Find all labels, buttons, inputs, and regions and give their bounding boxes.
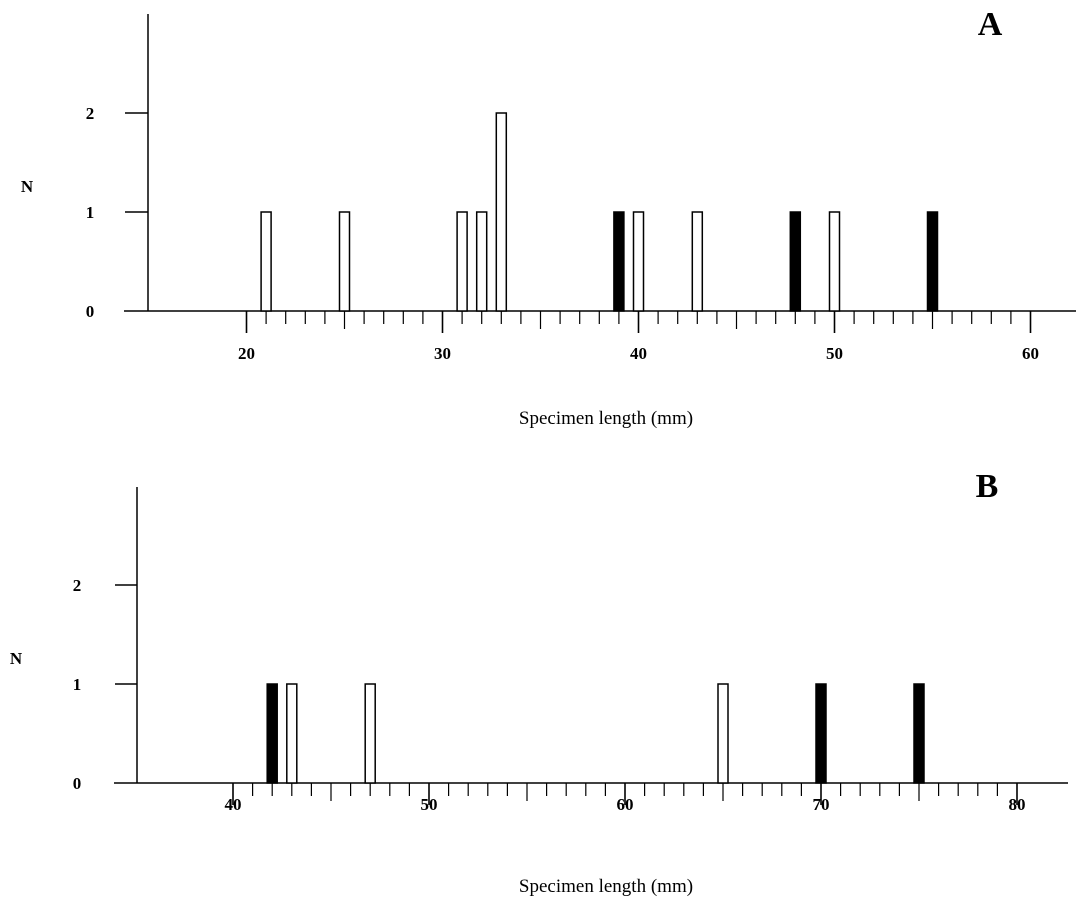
bar-open bbox=[691, 211, 704, 312]
bar-open bbox=[495, 112, 508, 312]
y-axis-label: N bbox=[10, 649, 23, 668]
y-tick-label: 0 bbox=[86, 302, 95, 321]
bar-open bbox=[828, 211, 841, 312]
bar-open bbox=[338, 211, 351, 312]
bar-open bbox=[632, 211, 645, 312]
bar-solid bbox=[913, 683, 925, 784]
x-tick-label: 70 bbox=[813, 795, 830, 814]
x-tick-label: 80 bbox=[1009, 795, 1026, 814]
y-tick-label: 0 bbox=[73, 774, 82, 793]
y-tick-label: 2 bbox=[73, 576, 82, 595]
bar-solid bbox=[789, 211, 802, 312]
x-tick-label: 40 bbox=[630, 344, 647, 363]
chart-panel-b: 40 50 60 70 80 0 1 2 N Specimen length (mm) B bbox=[10, 468, 1068, 897]
x-tick-label: 20 bbox=[238, 344, 255, 363]
y-tick-label: 2 bbox=[86, 104, 95, 123]
bar-solid bbox=[926, 211, 939, 312]
x-tick-label: 50 bbox=[421, 795, 438, 814]
x-axis-label: Specimen length (mm) bbox=[519, 876, 693, 897]
y-tick-label: 1 bbox=[73, 675, 82, 694]
x-tick-label: 60 bbox=[617, 795, 634, 814]
x-tick-label: 50 bbox=[826, 344, 843, 363]
x-tick-label: 30 bbox=[434, 344, 451, 363]
bar-solid bbox=[266, 683, 278, 784]
bar-open bbox=[475, 211, 488, 312]
x-axis-label: Specimen length (mm) bbox=[519, 408, 693, 429]
panel-label: A bbox=[978, 6, 1003, 43]
bar-open bbox=[456, 211, 468, 312]
bar-solid bbox=[613, 211, 625, 312]
x-tick-label: 60 bbox=[1022, 344, 1039, 363]
bar-open bbox=[286, 683, 298, 784]
bar-open bbox=[364, 683, 376, 784]
bar-open bbox=[717, 683, 729, 784]
x-tick-label: 40 bbox=[225, 795, 242, 814]
bar-solid bbox=[815, 683, 827, 784]
y-tick-label: 1 bbox=[86, 203, 95, 222]
chart-panel-a: 20 30 40 50 60 0 1 2 N Specimen length (mm) A bbox=[21, 6, 1076, 429]
y-axis-label: N bbox=[21, 177, 34, 196]
panel-label: B bbox=[976, 468, 999, 505]
bar-open bbox=[260, 211, 272, 312]
